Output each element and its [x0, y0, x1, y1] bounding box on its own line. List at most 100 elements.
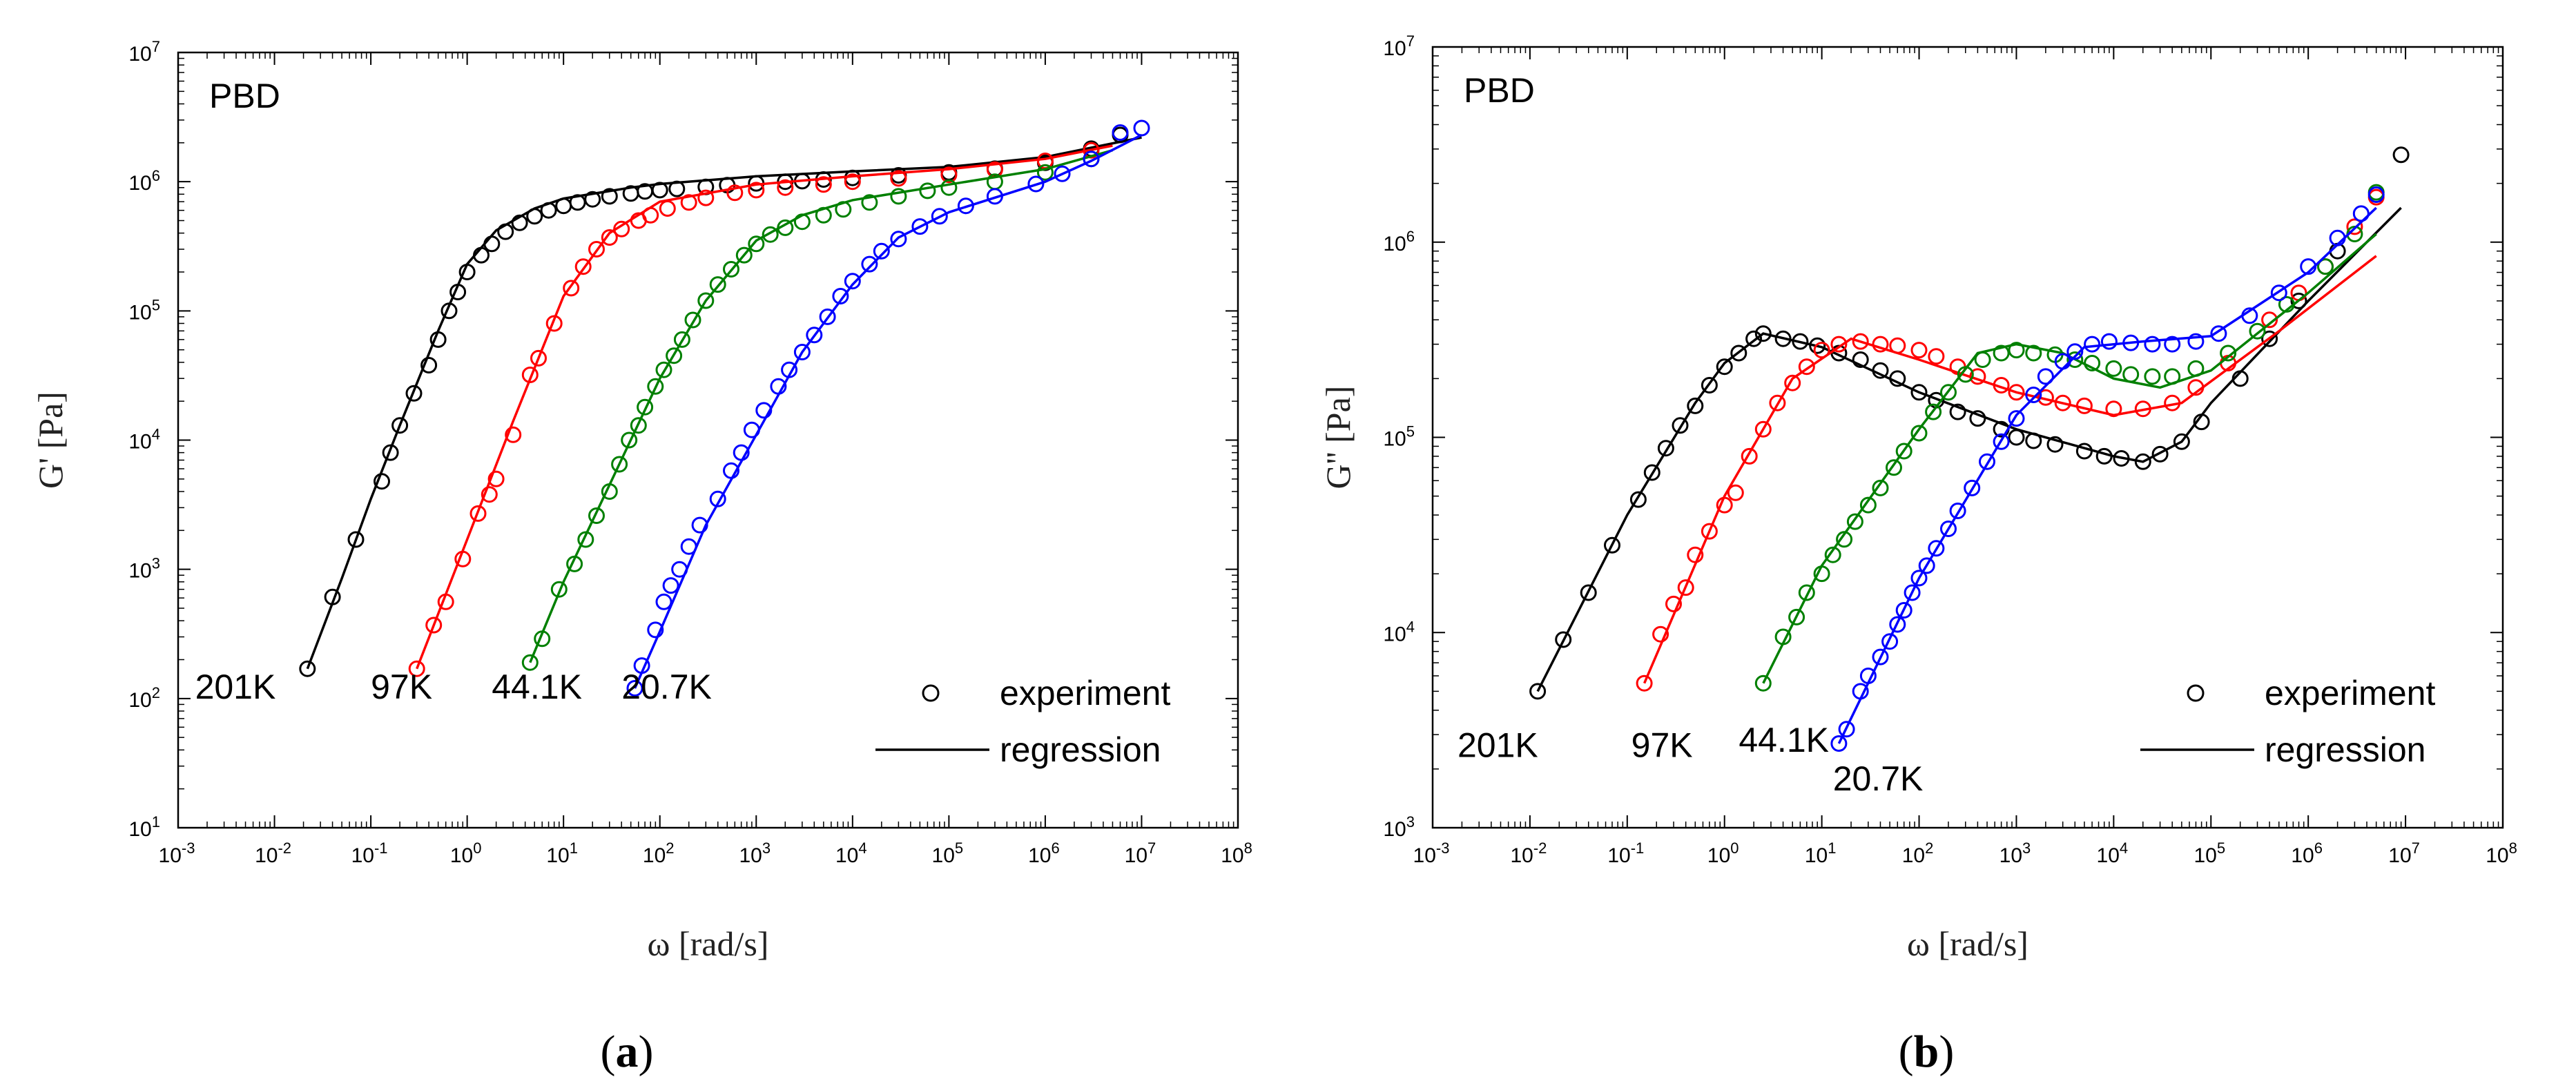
x-axis-label: ω [rad/s]	[1907, 924, 2028, 963]
experiment-point	[1918, 557, 1935, 574]
experiment-point	[890, 188, 907, 205]
x-tick-label-base: 10	[546, 844, 569, 867]
experiment-point	[2249, 322, 2266, 340]
x-tick-label-exponent: 2	[1925, 839, 1933, 857]
x-tick-label-exponent: 5	[955, 839, 963, 857]
experiment-point	[659, 200, 676, 217]
experiment-point	[2105, 400, 2122, 418]
experiment-point	[566, 555, 583, 572]
x-axis: 10-3 10-2 10-1 100 101 102 103 104 105 106 107 108	[1413, 47, 2517, 867]
experiment-point	[2231, 370, 2249, 387]
experiment-point	[584, 191, 601, 208]
x-tick-label: 10-1	[351, 839, 388, 867]
experiment-point	[911, 218, 929, 235]
experiment-point	[2352, 205, 2370, 222]
experiment-point	[1964, 479, 1981, 496]
x-tick-label-exponent: 0	[1730, 839, 1739, 857]
x-tick-label: 106	[1028, 839, 1060, 867]
x-tick-label: 104	[835, 839, 867, 867]
x-tick-label-exponent: 2	[666, 839, 674, 857]
experiment-point	[347, 531, 365, 548]
experiment-point	[651, 182, 668, 199]
experiment-point	[405, 385, 423, 402]
experiment-point	[2187, 333, 2205, 350]
experiment-point	[601, 483, 618, 500]
experiment-point	[1852, 333, 1869, 350]
x-tick-label-base: 10	[835, 844, 858, 867]
x-tick-label-exponent: -1	[374, 839, 388, 857]
experiment-point	[469, 505, 487, 522]
experiment-point	[530, 349, 547, 367]
x-tick-label-exponent: 0	[473, 839, 481, 857]
experiment-point	[1949, 503, 1966, 519]
x-tick-label-base: 10	[1125, 844, 1147, 867]
x-tick-label: 10-3	[1413, 839, 1450, 867]
experiment-point	[1665, 595, 1682, 612]
x-axis-label: ω [rad/s]	[648, 924, 769, 963]
experiment-point	[1054, 165, 1071, 182]
legend-marker-circle	[2187, 684, 2205, 702]
experiment-point	[550, 581, 568, 598]
experiment-point	[697, 292, 715, 309]
experiment-point	[793, 344, 811, 360]
experiment-point	[1836, 531, 1853, 548]
regression-line	[633, 133, 1143, 689]
experiment-point	[1657, 440, 1674, 457]
experiment-point	[1112, 124, 1129, 141]
experiment-point	[2290, 292, 2307, 309]
experiment-point	[1830, 336, 1848, 353]
experiment-point	[666, 347, 683, 365]
experiment-point	[1852, 683, 1869, 700]
experiment-point	[2046, 436, 2064, 453]
x-tick-label-base: 10	[450, 844, 473, 867]
x-tick-label-base: 10	[1510, 844, 1533, 867]
experiment-point	[2025, 344, 2042, 362]
experiment-point	[777, 219, 794, 236]
x-tick-label-exponent: 7	[1147, 839, 1156, 857]
y-tick-label-base: 10	[128, 431, 151, 454]
regression-line	[416, 144, 1113, 670]
x-tick-label-base: 10	[2486, 844, 2508, 867]
y-tick-label-base: 10	[1383, 37, 1406, 60]
regression-line	[1837, 206, 2377, 744]
experiment-point	[1904, 584, 1921, 601]
series-label: 201K	[1458, 726, 1538, 765]
experiment-point	[2008, 384, 2025, 401]
experiment-point	[1036, 164, 1054, 181]
experiment-point	[449, 284, 467, 300]
experiment-point	[1529, 683, 1547, 700]
experiment-point	[2270, 284, 2287, 302]
experiment-point	[2084, 336, 2101, 353]
experiment-point	[642, 206, 659, 224]
series-1	[1636, 188, 2385, 692]
experiment-point	[1949, 403, 1966, 420]
experiment-point	[569, 194, 586, 211]
y-tick-label-exponent: 1	[152, 813, 160, 830]
experiment-point	[630, 417, 647, 434]
experiment-point	[511, 214, 528, 231]
experiment-point	[2261, 330, 2278, 347]
experiment-point	[1928, 540, 1945, 557]
y-tick-label-base: 10	[128, 43, 151, 66]
experiment-point	[691, 516, 708, 534]
experiment-point	[521, 367, 539, 383]
x-tick-label-base: 10	[1805, 844, 1828, 867]
experiment-point	[844, 173, 861, 191]
experiment-point	[2008, 429, 2025, 446]
x-tick-label-exponent: 3	[2022, 839, 2031, 857]
experiment-point	[1872, 336, 1889, 353]
legend-marker-circle	[922, 684, 940, 702]
experiment-point	[324, 588, 341, 605]
y-tick-label-exponent: 2	[152, 684, 160, 701]
experiment-point	[613, 220, 630, 237]
x-tick-label: 10-3	[159, 839, 195, 867]
experiment-point	[2317, 258, 2334, 275]
experiment-point	[1993, 344, 2010, 362]
x-tick-label: 102	[1902, 839, 1934, 867]
experiment-point	[733, 444, 750, 461]
experiment-point	[2164, 368, 2181, 385]
experiment-point	[1809, 337, 1826, 354]
x-tick-label-base: 10	[1607, 844, 1630, 867]
experiment-point	[1925, 403, 1942, 420]
